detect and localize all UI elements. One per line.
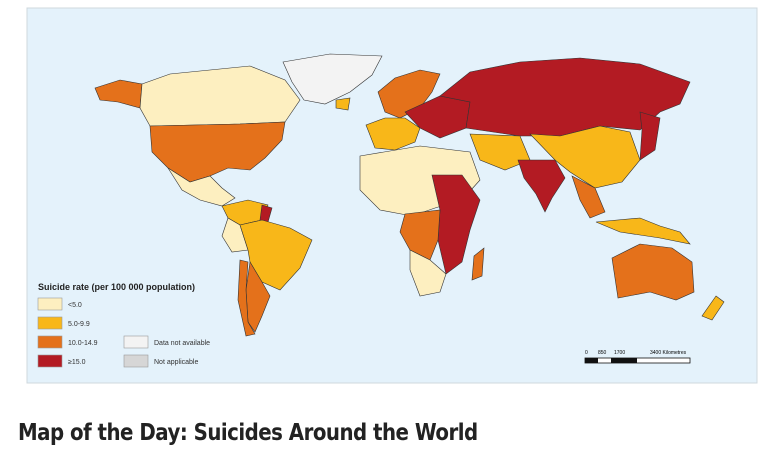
new-zealand	[701, 295, 725, 321]
mexico	[167, 167, 236, 207]
map: Suicide rate (per 100 000 population) <5…	[26, 7, 758, 384]
article-heading: Map of the Day: Suicides Around the Worl…	[18, 420, 478, 446]
legend: <5.0 5.0-9.9 10.0-14.9 ≥15.0 Data not availa…	[37, 297, 210, 368]
scale-label: 0	[585, 350, 588, 356]
legend-swatch	[123, 354, 149, 368]
middle-east	[469, 133, 531, 171]
chile	[237, 259, 256, 337]
scale-bar-segment	[611, 358, 637, 363]
legend-swatch	[37, 354, 63, 368]
legend-title: Suicide rate (per 100 000 population)	[38, 282, 195, 292]
australia	[611, 243, 695, 301]
scale-bar: 0 850 1700 3400 Kilometres	[584, 350, 691, 364]
legend-swatch	[123, 335, 149, 349]
legend-label: 5.0-9.9	[68, 321, 90, 328]
scale-label: 1700	[614, 350, 625, 356]
legend-swatch	[37, 335, 63, 349]
legend-swatch	[37, 297, 63, 311]
indonesia	[595, 217, 691, 245]
legend-swatch	[37, 316, 63, 330]
legend-label: Data not available	[154, 340, 210, 347]
japan-region	[639, 111, 661, 161]
canada	[139, 65, 301, 127]
india	[517, 159, 566, 213]
russia	[439, 57, 691, 137]
china	[529, 125, 641, 189]
scale-bar-segment	[585, 358, 598, 363]
southeast-asia	[571, 175, 606, 219]
scale-label: 850	[598, 350, 607, 356]
scandinavia	[377, 69, 441, 119]
usa	[149, 121, 286, 183]
southern-africa	[409, 249, 447, 297]
legend-label: <5.0	[68, 302, 82, 309]
brazil	[239, 219, 313, 291]
western-europe	[365, 117, 421, 151]
scale-bar-frame	[584, 357, 691, 364]
madagascar	[471, 247, 485, 281]
scale-label: 3400 Kilometres	[650, 350, 687, 356]
legend-label: ≥15.0	[68, 359, 86, 366]
legend-label: 10.0-14.9	[68, 340, 98, 347]
greenland	[282, 53, 383, 105]
iceland	[335, 97, 351, 111]
legend-label: Not applicable	[154, 359, 198, 366]
countries	[94, 53, 725, 337]
peru	[221, 217, 249, 253]
